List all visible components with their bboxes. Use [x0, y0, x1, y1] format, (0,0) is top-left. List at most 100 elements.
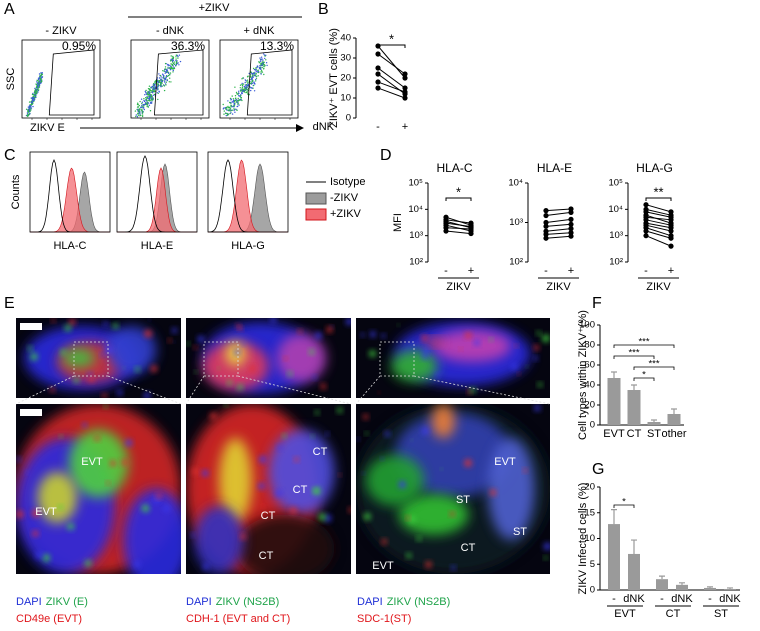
pair-point	[568, 216, 574, 222]
event-dot	[137, 102, 139, 104]
stain-speck	[25, 470, 30, 475]
event-dot	[151, 95, 153, 98]
event-dot	[246, 81, 249, 83]
stain-speck	[464, 459, 473, 468]
stain-region	[219, 438, 252, 523]
event-dot	[241, 90, 243, 92]
event-dot	[260, 67, 262, 69]
stain-speck	[435, 373, 440, 377]
stain-speck	[135, 367, 140, 372]
event-dot	[160, 80, 162, 82]
x-axis-label: dNK	[313, 121, 335, 133]
y-tick-label: 10²	[409, 257, 423, 268]
stain-speck	[35, 551, 43, 559]
caption-stain: SDC-1(ST)	[357, 613, 411, 625]
event-dot	[262, 61, 264, 63]
y-axis-label: Cell types within ZIKV⁺(%)	[577, 310, 589, 440]
significance-label: *	[456, 184, 461, 199]
event-dot	[150, 91, 152, 94]
stain-speck	[533, 344, 540, 351]
y-tick-label: 10³	[609, 230, 623, 241]
stain-speck	[117, 389, 123, 396]
event-dot	[154, 80, 157, 82]
significance-label: ***	[628, 348, 639, 359]
event-dot	[41, 80, 43, 83]
stain-speck	[68, 318, 76, 326]
cell-label: CT	[461, 542, 476, 554]
event-dot	[236, 100, 238, 102]
stain-speck	[425, 561, 432, 568]
stain-speck	[31, 509, 40, 518]
event-dot	[147, 106, 150, 108]
event-dot	[170, 67, 172, 70]
event-dot	[161, 85, 163, 87]
event-dot	[226, 109, 228, 111]
event-dot	[147, 98, 149, 100]
pair-point	[643, 202, 649, 208]
event-dot	[146, 105, 148, 108]
event-dot	[177, 62, 179, 64]
stain-speck	[294, 457, 299, 462]
event-dot	[246, 79, 249, 81]
event-dot	[40, 78, 42, 80]
pair-line	[645, 227, 672, 237]
micrograph	[356, 404, 550, 574]
event-dot	[227, 105, 229, 108]
stain-speck	[84, 559, 92, 567]
event-dot	[237, 105, 239, 108]
event-dot	[41, 76, 44, 78]
event-dot	[222, 108, 224, 110]
event-dot	[260, 70, 263, 72]
zoom-line	[185, 375, 205, 405]
event-dot	[175, 58, 177, 60]
event-dot	[241, 83, 243, 86]
event-dot	[162, 70, 164, 72]
event-dot	[255, 78, 257, 81]
event-dot	[162, 77, 164, 79]
event-dot	[237, 97, 239, 100]
stain-speck	[449, 511, 455, 517]
stain-speck	[459, 347, 463, 351]
event-dot	[236, 102, 239, 104]
event-dot	[149, 94, 152, 97]
y-tick-label: 80	[584, 340, 595, 351]
stain-speck	[109, 460, 117, 467]
event-dot	[165, 84, 167, 86]
x-tick-label: -	[660, 593, 664, 605]
legend-minus-key	[305, 192, 327, 205]
event-dot	[233, 102, 235, 105]
event-dot	[252, 73, 255, 75]
pair-point	[375, 51, 381, 57]
event-dot	[257, 69, 259, 71]
stain-speck	[70, 529, 74, 533]
error-bar	[679, 582, 685, 585]
event-dot	[242, 90, 244, 93]
stain-speck	[381, 333, 386, 339]
x-tick-label: -	[376, 121, 380, 133]
event-dot	[164, 81, 166, 83]
histogram-y-label: Counts	[10, 174, 22, 209]
event-dot	[164, 78, 166, 81]
pair-line	[445, 230, 472, 235]
caption-line: DAPI ZIKV (NS2B)	[186, 596, 279, 608]
event-dot	[260, 60, 262, 62]
event-dot	[235, 91, 238, 94]
event-dot	[249, 87, 251, 89]
event-dot	[36, 92, 38, 94]
group-label: CT	[666, 608, 681, 620]
event-dot	[226, 108, 228, 110]
cell-label: EVT	[81, 456, 103, 468]
event-dot	[244, 79, 246, 81]
pair-point	[668, 217, 674, 223]
stain-speck	[337, 407, 343, 413]
event-dot	[147, 102, 149, 104]
stain-speck	[421, 353, 428, 360]
stain-speck	[88, 376, 95, 383]
event-dot	[158, 80, 161, 83]
significance-bracket	[613, 504, 635, 508]
event-dot	[173, 67, 176, 70]
stain-speck	[537, 382, 543, 387]
stain-speck	[121, 459, 128, 466]
event-dot	[245, 88, 247, 90]
event-dot	[245, 89, 247, 91]
